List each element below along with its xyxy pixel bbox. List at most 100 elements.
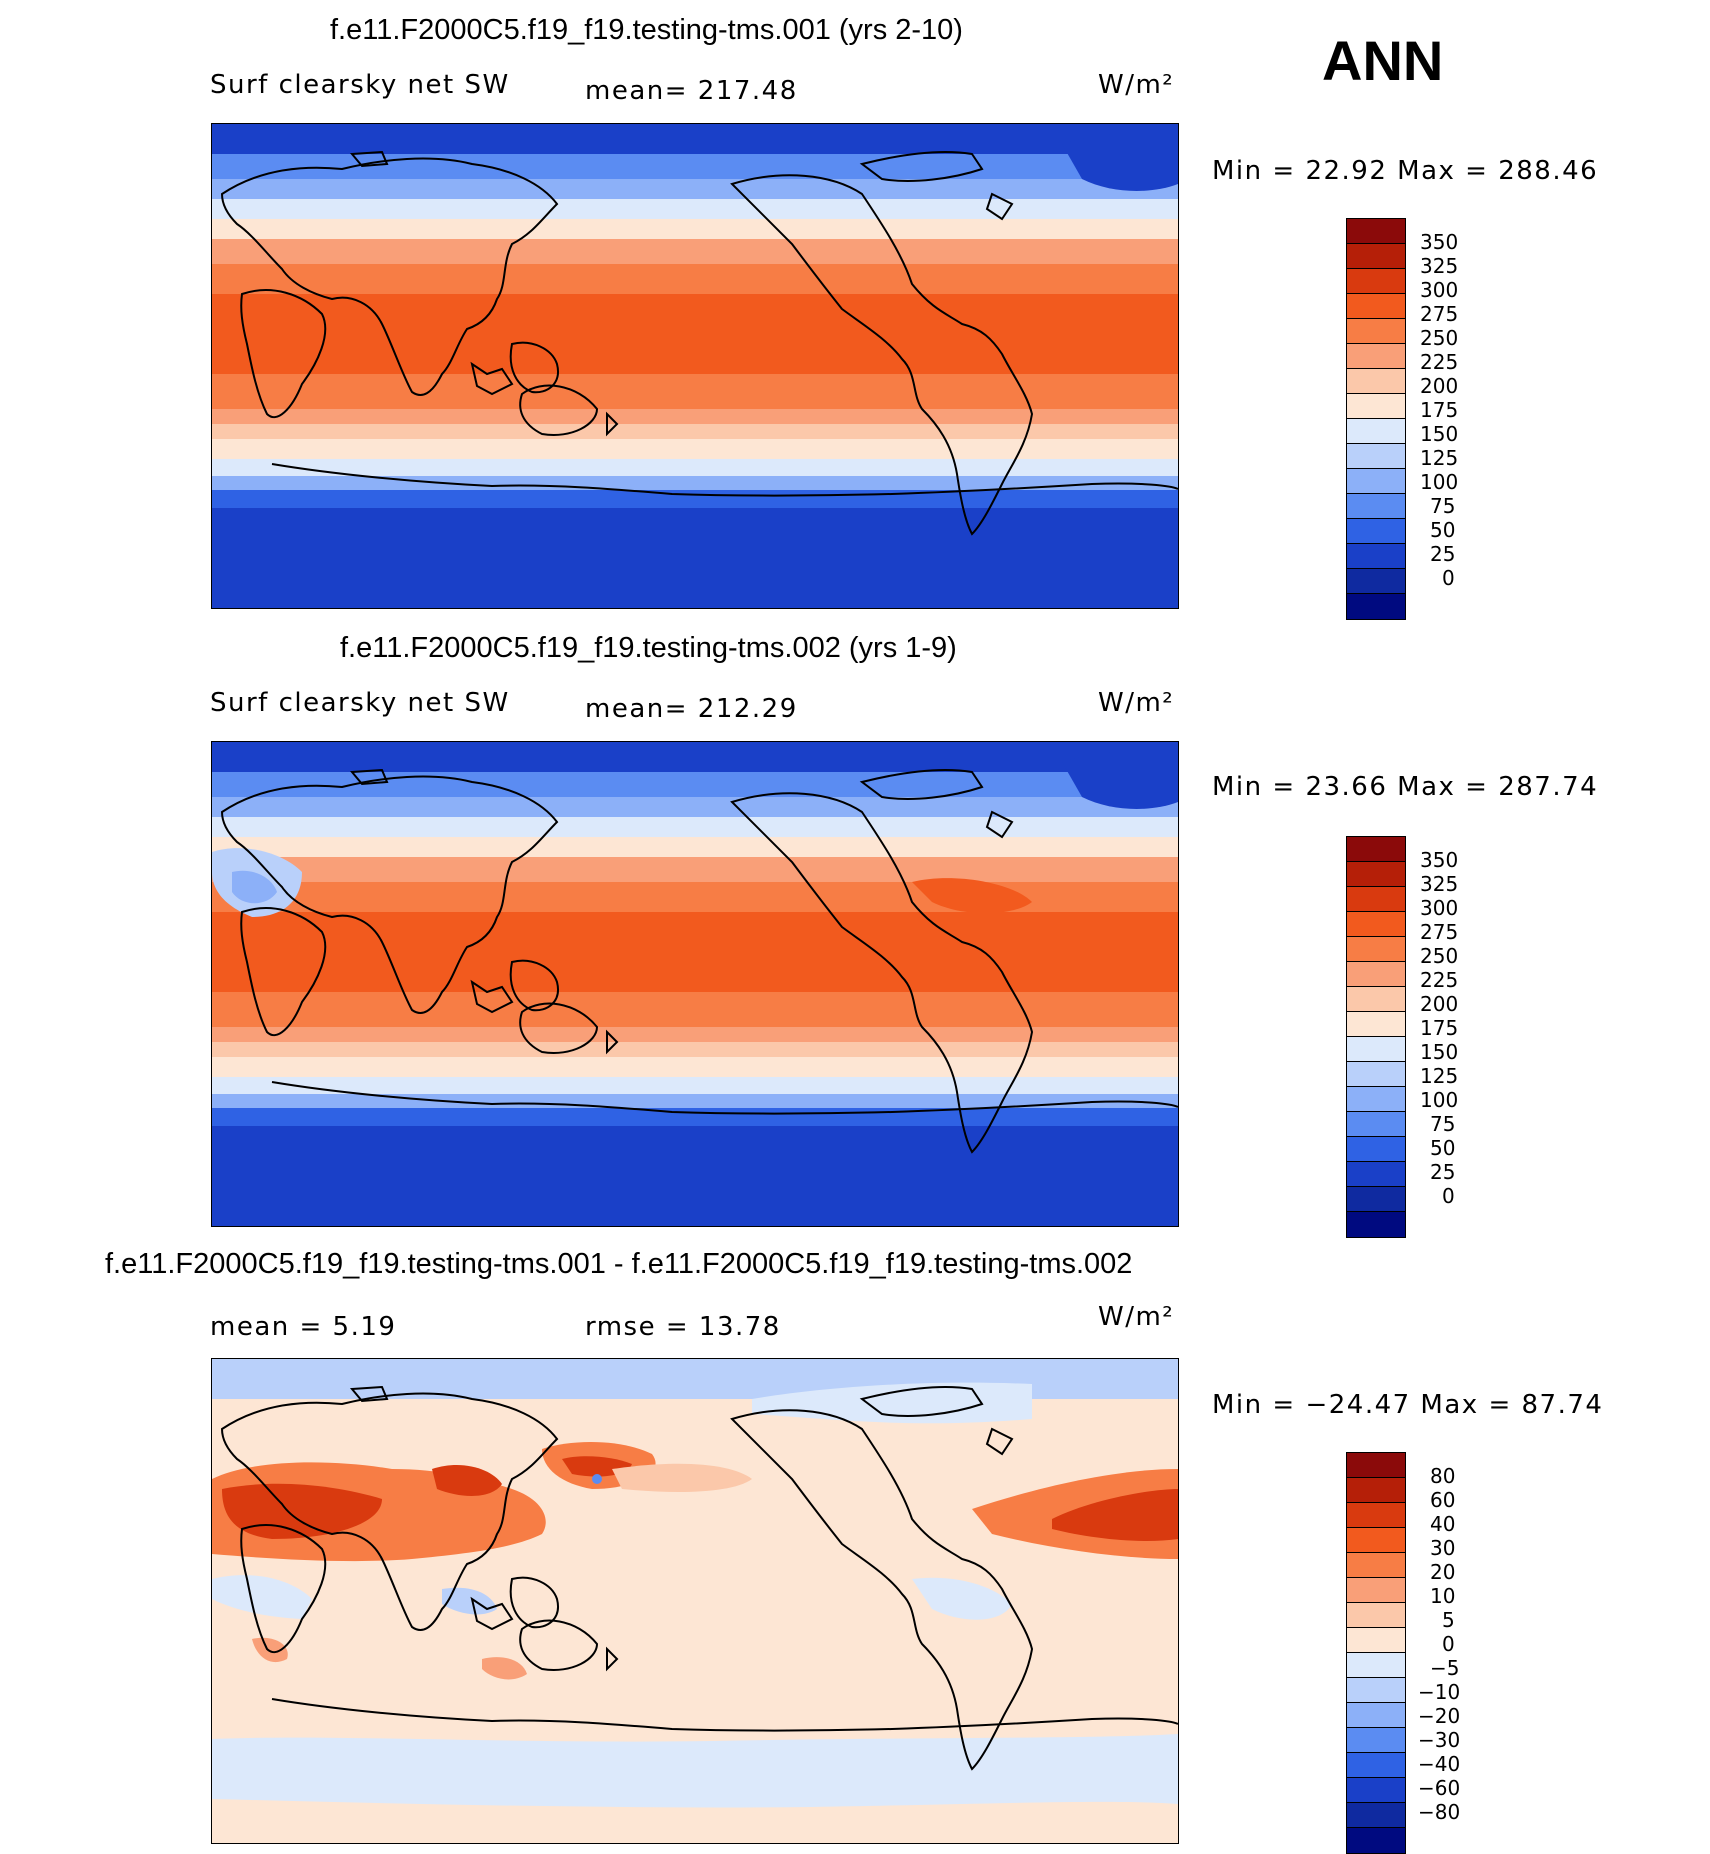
panel-2-tick: 225: [1420, 968, 1459, 992]
panel-1-colorbar-swatch: [1347, 269, 1405, 294]
panel-2-colorbar-swatch: [1347, 1212, 1405, 1237]
panel-1-colorbar-swatch: [1347, 319, 1405, 344]
panel-3-units: W/m²: [1098, 1302, 1175, 1332]
panel-2-variable-label: Surf clearsky net SW: [210, 688, 510, 718]
panel-1-tick: 350: [1420, 230, 1459, 254]
panel-2-colorbar-swatch: [1347, 912, 1405, 937]
panel-1-tick: 25: [1430, 542, 1456, 566]
panel-3-tick: 5: [1442, 1608, 1455, 1632]
panel-2-tick: 75: [1430, 1112, 1456, 1136]
panel-2-tick: 0: [1442, 1184, 1455, 1208]
panel-3-map-svg: [212, 1359, 1178, 1843]
panel-2-colorbar-swatch: [1347, 887, 1405, 912]
panel-2-colorbar-swatch: [1347, 837, 1405, 862]
panel-2-mean-label: mean= 212.29: [585, 694, 798, 724]
panel-3-colorbar-swatch: [1347, 1653, 1405, 1678]
panel-2-tick: 325: [1420, 872, 1459, 896]
panel-3-tick: −20: [1418, 1704, 1461, 1728]
panel-1-tick: 175: [1420, 398, 1459, 422]
panel-2-colorbar-swatch: [1347, 1162, 1405, 1187]
panel-3-map: [211, 1358, 1179, 1844]
panel-1-colorbar-swatch: [1347, 219, 1405, 244]
panel-1-minmax: Min = 22.92 Max = 288.46: [1212, 156, 1599, 186]
panel-3-colorbar-swatch: [1347, 1553, 1405, 1578]
panel-2-colorbar-swatch: [1347, 987, 1405, 1012]
panel-2-units: W/m²: [1098, 688, 1175, 718]
panel-1-tick: 325: [1420, 254, 1459, 278]
panel-2-colorbar: [1346, 836, 1406, 1238]
panel-3-tick: 60: [1430, 1488, 1456, 1512]
panel-2-tick: 100: [1420, 1088, 1459, 1112]
panel-1-colorbar-swatch: [1347, 394, 1405, 419]
panel-2-colorbar-swatch: [1347, 937, 1405, 962]
panel-1-colorbar-swatch: [1347, 594, 1405, 619]
panel-2-tick: 150: [1420, 1040, 1459, 1064]
panel-3-tick: −10: [1418, 1680, 1461, 1704]
panel-2-tick: 125: [1420, 1064, 1459, 1088]
panel-2-tick: 275: [1420, 920, 1459, 944]
panel-1-colorbar: [1346, 218, 1406, 620]
panel-1-map-svg: [212, 124, 1178, 608]
panel-3-colorbar-swatch: [1347, 1603, 1405, 1628]
panel-2-map: [211, 741, 1179, 1227]
panel-3-mean-label: mean = 5.19: [210, 1312, 397, 1342]
panel-1-tick: 75: [1430, 494, 1456, 518]
panel-2-colorbar-swatch: [1347, 962, 1405, 987]
panel-1-colorbar-swatch: [1347, 244, 1405, 269]
panel-2-colorbar-swatch: [1347, 1187, 1405, 1212]
panel-2-colorbar-swatch: [1347, 1012, 1405, 1037]
panel-3-colorbar-swatch: [1347, 1703, 1405, 1728]
panel-1-tick: 225: [1420, 350, 1459, 374]
panel-3-tick: 30: [1430, 1536, 1456, 1560]
panel-3-tick: −30: [1418, 1728, 1461, 1752]
panel-1-colorbar-swatch: [1347, 519, 1405, 544]
panel-2-title: f.e11.F2000C5.f19_f19.testing-tms.002 (y…: [340, 632, 957, 664]
panel-3-tick: 40: [1430, 1512, 1456, 1536]
panel-3-title: f.e11.F2000C5.f19_f19.testing-tms.001 - …: [105, 1248, 1133, 1280]
panel-2-colorbar-swatch: [1347, 862, 1405, 887]
panel-2-tick: 200: [1420, 992, 1459, 1016]
panel-1-tick: 50: [1430, 518, 1456, 542]
panel-1-tick: 250: [1420, 326, 1459, 350]
panel-1-tick: 300: [1420, 278, 1459, 302]
panel-3-tick: −40: [1418, 1752, 1461, 1776]
panel-3-colorbar-swatch: [1347, 1478, 1405, 1503]
panel-3-colorbar-swatch: [1347, 1628, 1405, 1653]
panel-1-colorbar-swatch: [1347, 469, 1405, 494]
panel-1-map: [211, 123, 1179, 609]
season-label: ANN: [1322, 29, 1444, 92]
panel-2-tick: 25: [1430, 1160, 1456, 1184]
panel-3-tick: −80: [1418, 1800, 1461, 1824]
panel-1-tick: 200: [1420, 374, 1459, 398]
panel-3-colorbar-swatch: [1347, 1828, 1405, 1853]
panel-1-colorbar-swatch: [1347, 294, 1405, 319]
panel-1-colorbar-swatch: [1347, 444, 1405, 469]
panel-1-tick: 150: [1420, 422, 1459, 446]
panel-1-colorbar-swatch: [1347, 544, 1405, 569]
panel-3-colorbar-swatch: [1347, 1753, 1405, 1778]
panel-1-variable-label: Surf clearsky net SW: [210, 70, 510, 100]
panel-3-tick: −60: [1418, 1776, 1461, 1800]
panel-2-tick: 300: [1420, 896, 1459, 920]
panel-3-colorbar-swatch: [1347, 1778, 1405, 1803]
panel-2-map-svg: [212, 742, 1178, 1226]
panel-3-colorbar-swatch: [1347, 1803, 1405, 1828]
panel-1-tick: 125: [1420, 446, 1459, 470]
panel-1-tick: 100: [1420, 470, 1459, 494]
panel-3-colorbar-swatch: [1347, 1503, 1405, 1528]
panel-1-mean-label: mean= 217.48: [585, 76, 798, 106]
panel-1-title: f.e11.F2000C5.f19_f19.testing-tms.001 (y…: [330, 14, 963, 46]
panel-2-tick: 50: [1430, 1136, 1456, 1160]
panel-3-colorbar-swatch: [1347, 1678, 1405, 1703]
panel-2-minmax: Min = 23.66 Max = 287.74: [1212, 772, 1599, 802]
panel-3-colorbar-swatch: [1347, 1453, 1405, 1478]
panel-1-colorbar-swatch: [1347, 569, 1405, 594]
panel-3-minmax: Min = −24.47 Max = 87.74: [1212, 1390, 1604, 1420]
panel-3-tick: 20: [1430, 1560, 1456, 1584]
panel-2-tick: 175: [1420, 1016, 1459, 1040]
panel-1-units: W/m²: [1098, 70, 1175, 100]
panel-2-colorbar-swatch: [1347, 1062, 1405, 1087]
panel-3-tick: 80: [1430, 1464, 1456, 1488]
panel-2-tick: 250: [1420, 944, 1459, 968]
panel-2-colorbar-swatch: [1347, 1137, 1405, 1162]
